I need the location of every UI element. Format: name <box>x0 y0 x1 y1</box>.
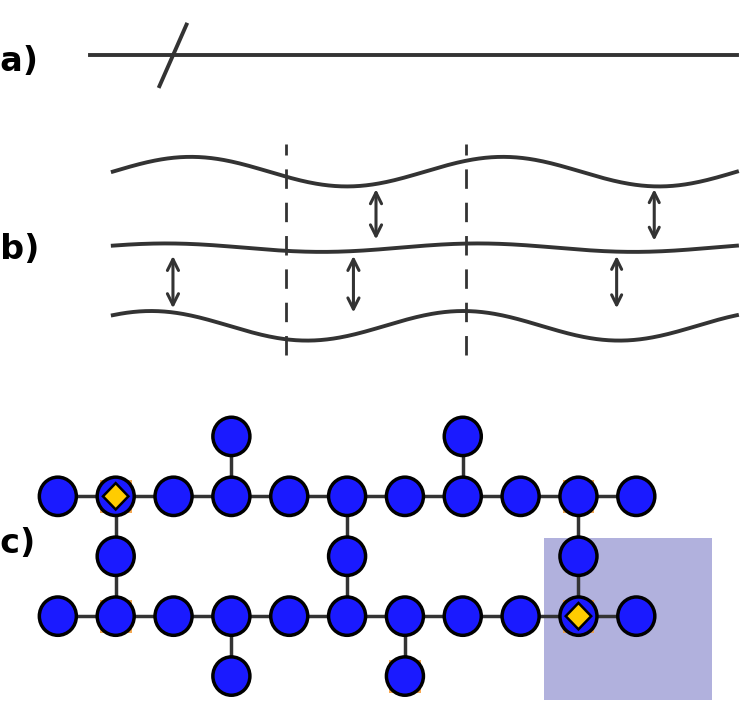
Circle shape <box>387 477 423 515</box>
Circle shape <box>155 477 192 515</box>
Text: (b): (b) <box>0 233 39 266</box>
Circle shape <box>271 597 308 636</box>
Circle shape <box>618 597 655 636</box>
Circle shape <box>155 597 192 636</box>
Bar <box>562 480 594 513</box>
Circle shape <box>560 477 597 515</box>
Circle shape <box>560 537 597 576</box>
Circle shape <box>213 657 250 695</box>
Circle shape <box>444 417 481 455</box>
Circle shape <box>213 597 250 636</box>
Circle shape <box>502 477 539 515</box>
Bar <box>100 599 132 633</box>
Circle shape <box>213 477 250 515</box>
Polygon shape <box>103 483 129 510</box>
Circle shape <box>618 477 655 515</box>
Circle shape <box>387 657 423 695</box>
Circle shape <box>39 597 77 636</box>
Circle shape <box>329 477 365 515</box>
Bar <box>544 538 711 700</box>
Circle shape <box>444 477 481 515</box>
Circle shape <box>39 477 77 515</box>
Circle shape <box>213 417 250 455</box>
Bar <box>389 660 421 693</box>
Circle shape <box>560 597 597 636</box>
Circle shape <box>329 537 365 576</box>
Circle shape <box>502 597 539 636</box>
Bar <box>562 599 594 633</box>
Circle shape <box>97 537 134 576</box>
Circle shape <box>97 597 134 636</box>
Circle shape <box>329 597 365 636</box>
Polygon shape <box>566 603 591 629</box>
Text: (c): (c) <box>0 527 35 560</box>
Circle shape <box>271 477 308 515</box>
Circle shape <box>97 477 134 515</box>
Bar <box>100 480 132 513</box>
Text: (a): (a) <box>0 45 38 78</box>
Circle shape <box>387 597 423 636</box>
Circle shape <box>444 597 481 636</box>
